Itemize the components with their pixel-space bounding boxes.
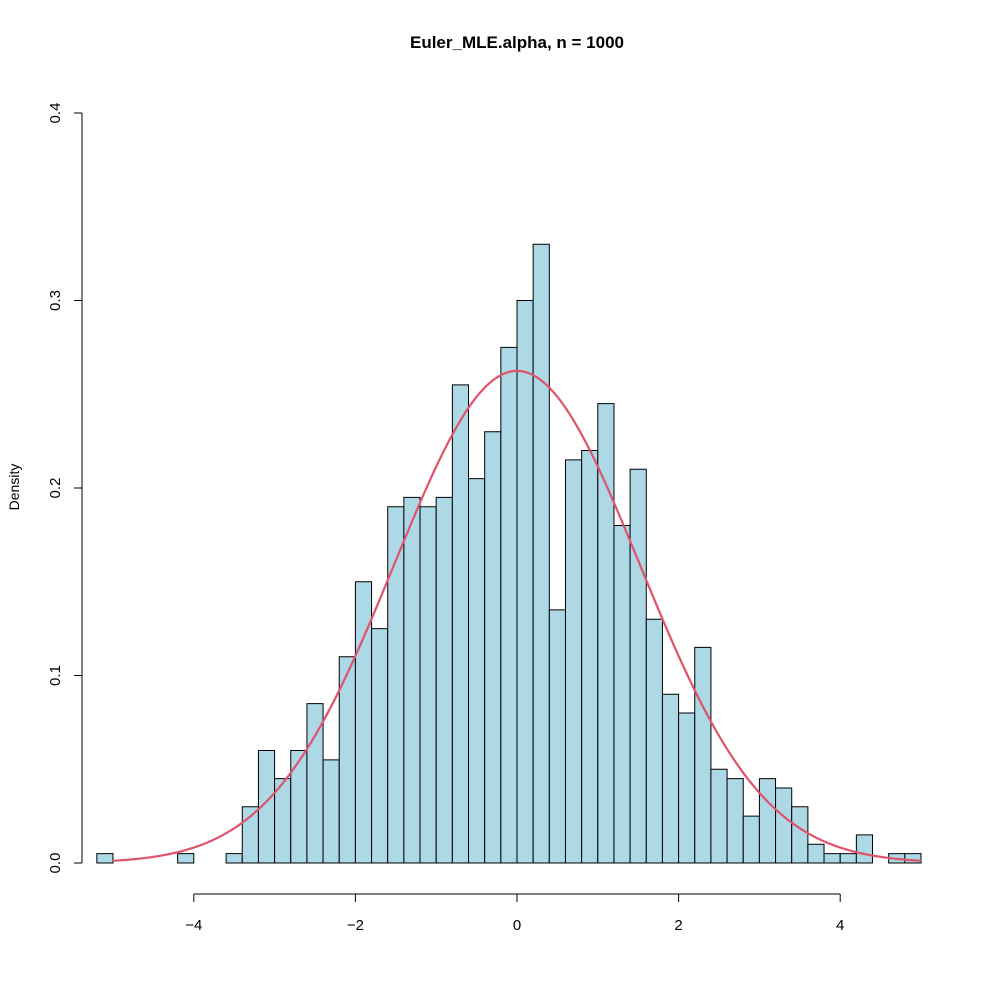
y-tick-label: 0.4 (47, 103, 64, 124)
histogram-bar (613, 525, 631, 864)
x-tick-label: 0 (513, 917, 521, 934)
histogram-bar (742, 815, 760, 864)
histogram-bar (694, 646, 712, 864)
histogram-bar (726, 778, 744, 864)
x-tick-label: −2 (347, 917, 364, 934)
x-tick-label: 4 (836, 917, 844, 934)
density-curve (112, 369, 922, 862)
histogram-bar (839, 853, 857, 864)
histogram-bar (678, 712, 696, 864)
histogram-bar (548, 609, 566, 864)
histogram-bar (419, 506, 437, 864)
histogram-bar (468, 478, 486, 864)
y-axis: 0.0 0.1 0.2 0.3 0.4 (47, 103, 83, 874)
histogram-bar (403, 496, 421, 864)
y-axis-label: Density (6, 464, 22, 511)
histogram-bar (322, 759, 340, 864)
histogram-bar (645, 618, 663, 864)
histogram-bar (451, 384, 470, 864)
y-tick-label: 0.2 (47, 478, 64, 499)
histogram-bar (435, 496, 453, 864)
x-tick-label: −4 (185, 917, 202, 934)
histogram-bar (564, 459, 583, 864)
histogram-bar (532, 243, 550, 864)
histogram-bar (225, 853, 243, 864)
x-tick-label: 2 (674, 917, 682, 934)
histogram-bar (516, 300, 534, 864)
histogram-bar (290, 750, 308, 864)
histogram-bar (581, 450, 599, 864)
histogram-bar (371, 628, 389, 864)
histogram-bar (710, 768, 728, 864)
histogram-bar (823, 853, 841, 864)
histogram-bar (758, 778, 777, 864)
histogram-bar (661, 693, 680, 864)
histogram-bar (807, 843, 825, 864)
histogram-bar (629, 468, 647, 864)
y-tick-label: 0.3 (47, 290, 64, 311)
histogram-bars (96, 243, 922, 864)
histogram-bar (177, 853, 195, 864)
chart-title: Euler_MLE.alpha, n = 1000 (410, 33, 624, 52)
histogram-bar (855, 834, 874, 864)
y-tick-label: 0.1 (47, 665, 64, 686)
histogram-bar (904, 853, 922, 864)
histogram-bar (500, 346, 518, 864)
y-tick-label: 0.0 (47, 853, 64, 874)
x-axis: −4 −2 0 2 4 (185, 893, 844, 934)
histogram-bar (96, 853, 114, 864)
histogram-bar (775, 787, 793, 864)
histogram-bar (484, 431, 502, 864)
histogram-bar (791, 806, 809, 864)
